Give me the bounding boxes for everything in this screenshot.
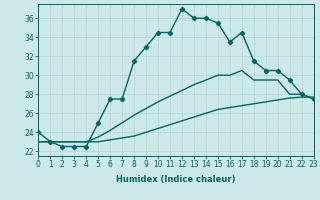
X-axis label: Humidex (Indice chaleur): Humidex (Indice chaleur) xyxy=(116,175,236,184)
